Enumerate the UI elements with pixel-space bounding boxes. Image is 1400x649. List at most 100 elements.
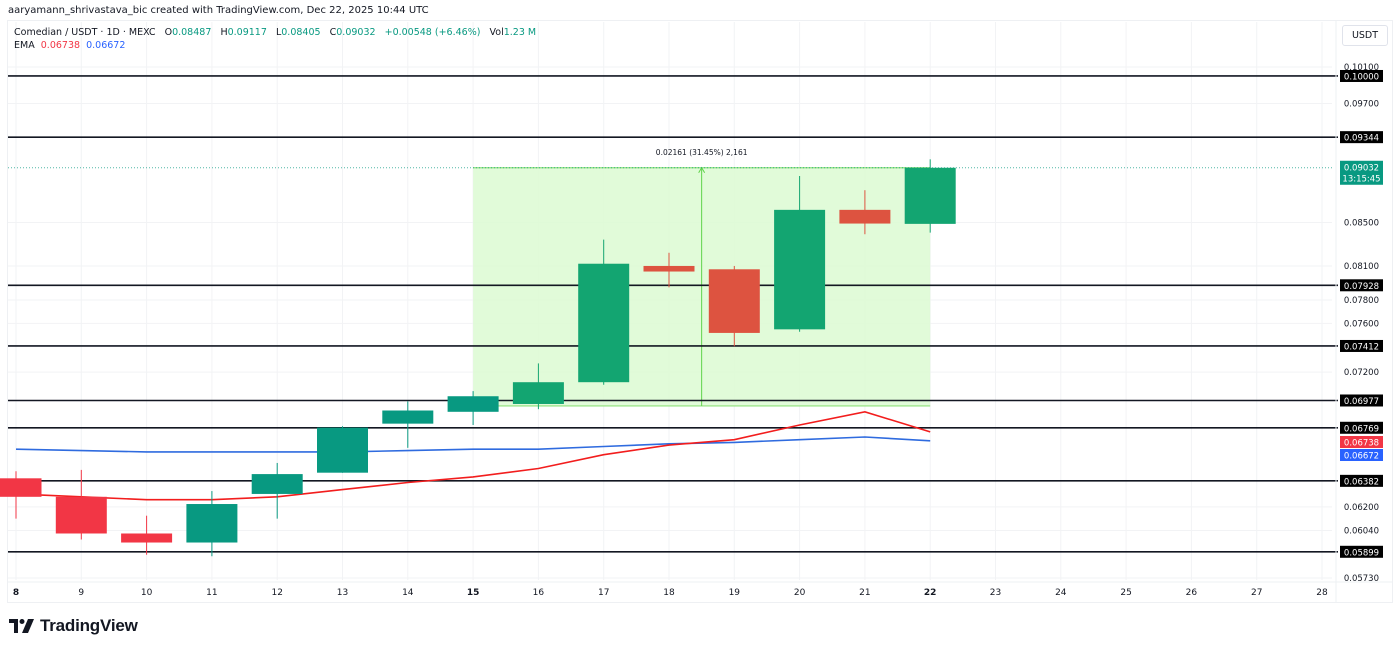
open-label: O xyxy=(164,27,173,38)
price-tick-label: 0.06040 xyxy=(1344,526,1379,536)
countdown-label: 13:15:45 xyxy=(1342,174,1380,184)
date-tick-label: 23 xyxy=(990,588,1001,598)
ema-fast-value: 0.06738 xyxy=(40,40,81,51)
measure-tool: 0.02161 (31.45%) 2,161 xyxy=(8,148,1332,407)
candle[interactable] xyxy=(643,252,695,288)
candle[interactable] xyxy=(382,401,434,448)
date-tick-label: 15 xyxy=(467,588,480,598)
level-price-badge[interactable] xyxy=(1340,279,1383,292)
level-price-label: 0.06769 xyxy=(1344,424,1379,434)
level-price-label: 0.07928 xyxy=(1344,282,1379,292)
symbol-title[interactable]: Comedian / USDT · 1D · MEXC xyxy=(14,27,156,38)
measure-label: 0.02161 (31.45%) 2,161 xyxy=(656,148,748,157)
date-tick-label: 11 xyxy=(206,588,217,598)
tradingview-logo[interactable]: TradingView xyxy=(9,616,138,636)
level-price-label: 0.06382 xyxy=(1344,477,1379,487)
candle[interactable] xyxy=(0,471,42,519)
candle[interactable] xyxy=(512,363,564,410)
candle-body xyxy=(839,209,891,224)
price-badge[interactable] xyxy=(1340,436,1383,448)
candle[interactable] xyxy=(186,491,238,557)
candle[interactable] xyxy=(708,265,760,347)
candle-body xyxy=(643,265,695,272)
ema-slow-value: 0.06672 xyxy=(86,40,126,51)
date-tick-label: 27 xyxy=(1251,588,1262,598)
volume-value: 1.23 M xyxy=(503,27,537,38)
price-badge[interactable] xyxy=(1340,160,1383,185)
level-price-label: 0.05899 xyxy=(1344,548,1379,558)
candle-body xyxy=(904,167,956,224)
candle-body xyxy=(121,533,173,543)
date-tick-label: 14 xyxy=(402,588,414,598)
candle-body xyxy=(512,382,564,404)
level-price-badge[interactable] xyxy=(1340,69,1383,82)
price-tick-label: 0.06200 xyxy=(1344,503,1379,513)
price-tick-label: 0.05730 xyxy=(1344,574,1379,584)
date-tick-label: 13 xyxy=(337,588,348,598)
candle-body xyxy=(251,474,303,494)
candle[interactable] xyxy=(447,391,499,425)
open-value: 0.08487 xyxy=(172,27,212,38)
candle[interactable] xyxy=(839,190,891,235)
change-value: +0.00548 (+6.46%) xyxy=(384,27,481,38)
date-tick-label: 20 xyxy=(794,588,806,598)
candle[interactable] xyxy=(55,469,107,540)
price-tick-label: 0.07200 xyxy=(1344,368,1379,378)
date-tick-label: 17 xyxy=(598,588,609,598)
candles xyxy=(0,159,956,557)
chart-legend: Comedian / USDT · 1D · MEXC O0.08487 H 0.… xyxy=(14,26,536,52)
candle-body xyxy=(382,410,434,424)
candle-body xyxy=(447,396,499,412)
chart-frame xyxy=(7,20,1393,603)
date-tick-label: 8 xyxy=(13,588,19,598)
date-tick-label: 21 xyxy=(859,588,870,598)
currency-button[interactable]: USDT xyxy=(1342,25,1388,46)
ema-row: EMA 0.06738 0.06672 xyxy=(14,39,536,52)
level-price-label: 0.10000 xyxy=(1344,72,1379,82)
close-label: C xyxy=(329,27,337,38)
candle[interactable] xyxy=(578,239,630,385)
ema-label[interactable]: EMA xyxy=(14,40,35,51)
price-badge-label: 0.09032 xyxy=(1344,163,1379,173)
high-label: H xyxy=(220,27,228,38)
price-tick-label: 0.07800 xyxy=(1344,296,1379,306)
level-price-badge[interactable] xyxy=(1340,339,1383,352)
time-axis: 8 9 10 11 12 13 14 15 16 17 18 19 20 21 22 23 24 25 26 27 28 xyxy=(7,581,1393,598)
date-tick-label: 19 xyxy=(729,588,741,598)
candle-body xyxy=(317,427,368,473)
candle-body xyxy=(708,269,760,333)
price-tick-label: 0.08500 xyxy=(1344,218,1379,228)
price-tick-label: 0.08100 xyxy=(1344,262,1379,272)
date-tick-label: 16 xyxy=(533,588,545,598)
horizontal-levels xyxy=(8,75,1338,553)
price-badge-label: 0.06738 xyxy=(1344,439,1379,449)
candle[interactable] xyxy=(317,426,368,473)
price-tick-label: 0.07600 xyxy=(1344,319,1379,329)
candle[interactable] xyxy=(904,159,956,233)
candle-body xyxy=(186,504,238,543)
candle-body xyxy=(0,478,42,497)
ema-fast-line xyxy=(15,410,931,501)
level-price-label: 0.09344 xyxy=(1344,134,1379,144)
candle[interactable] xyxy=(121,515,173,555)
level-price-badge[interactable] xyxy=(1340,131,1383,144)
price-axis: 0.10100 0.09700 0.08500 0.08100 0.07800 0.076… xyxy=(1335,20,1383,603)
close-value: 0.09032 xyxy=(336,27,376,38)
date-tick-label: 22 xyxy=(924,588,937,598)
date-tick-label: 18 xyxy=(663,588,675,598)
candle[interactable] xyxy=(774,175,826,332)
level-price-badge[interactable] xyxy=(1340,394,1383,407)
level-price-badge[interactable] xyxy=(1340,545,1383,558)
level-price-label: 0.07412 xyxy=(1344,342,1379,352)
candle[interactable] xyxy=(251,462,303,519)
level-price-badge[interactable] xyxy=(1340,421,1383,434)
level-price-label: 0.06977 xyxy=(1344,397,1379,407)
date-tick-label: 10 xyxy=(141,588,153,598)
volume-label: Vol xyxy=(489,27,504,38)
level-price-badge[interactable] xyxy=(1340,474,1383,487)
price-badge[interactable] xyxy=(1340,449,1383,461)
ema-lines xyxy=(15,410,931,501)
ema-slow-line xyxy=(15,436,931,453)
candle-body xyxy=(774,209,826,330)
